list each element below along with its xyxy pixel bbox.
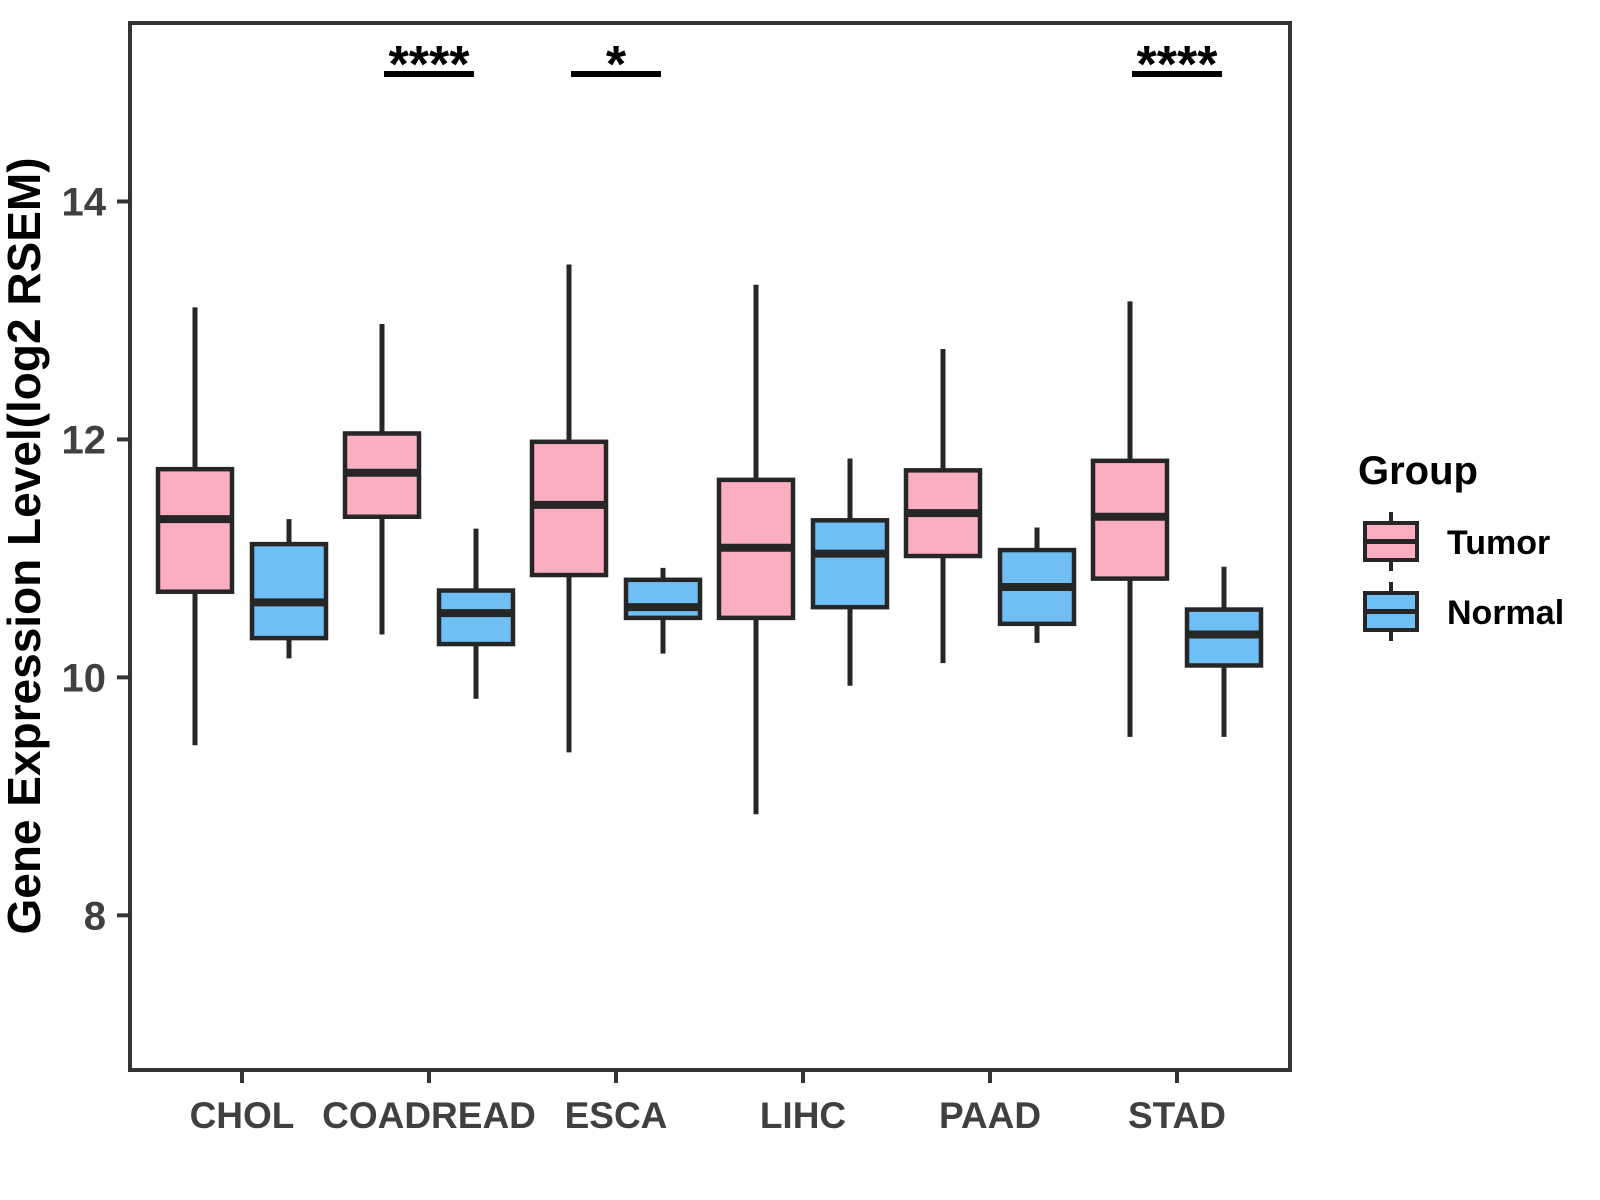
y-tick-label: 14 <box>62 180 107 224</box>
boxplot-lihc-normal <box>810 458 890 686</box>
boxplot-esca-normal <box>623 567 703 654</box>
significance-esca: * <box>571 36 661 94</box>
significance-stars: **** <box>389 36 471 94</box>
iqr-box <box>436 588 516 647</box>
legend-key-tumor: Tumor <box>1363 512 1550 571</box>
x-tick-label: LIHC <box>760 1095 846 1136</box>
plot-panel-border <box>128 21 1292 1072</box>
x-axis-ticks: CHOL COADREAD ESCA LIHC PAAD STAD <box>190 1070 1226 1136</box>
iqr-box <box>623 577 703 621</box>
y-axis-ticks: 8 10 12 14 <box>62 180 130 938</box>
significance-stars: **** <box>1137 36 1219 94</box>
significance-stars: * <box>606 36 627 94</box>
y-axis-title: Gene Expression Level(log2 RSEM) <box>0 157 50 934</box>
boxplot-esca-tumor <box>529 264 609 753</box>
boxplot-paad-normal <box>997 527 1077 643</box>
iqr-box <box>155 466 235 594</box>
boxplot-chol-normal <box>249 519 329 659</box>
iqr-box <box>810 518 890 610</box>
legend-title: Group <box>1358 449 1478 493</box>
significance-stad: **** <box>1132 36 1222 94</box>
legend-key-normal: Normal <box>1363 582 1564 641</box>
boxplot-coadread-normal <box>436 528 516 699</box>
significance-coadread: **** <box>384 36 474 94</box>
boxplot-paad-tumor <box>903 348 983 664</box>
legend-label-normal: Normal <box>1447 594 1564 632</box>
legend-label-tumor: Tumor <box>1447 524 1550 562</box>
legend: Group Tumor Normal <box>1358 449 1564 641</box>
x-tick-label: COADREAD <box>322 1095 536 1136</box>
boxplot-stad-tumor <box>1090 301 1170 737</box>
y-tick-label: 12 <box>62 418 107 462</box>
boxplot-boxes <box>155 264 1264 815</box>
boxplot-coadread-tumor <box>342 324 422 635</box>
boxplot-lihc-tumor <box>716 284 796 815</box>
significance-annotations: **** * **** <box>384 36 1222 94</box>
x-tick-label: ESCA <box>565 1095 668 1136</box>
x-tick-label: PAAD <box>939 1095 1041 1136</box>
x-tick-label: CHOL <box>190 1095 295 1136</box>
iqr-box <box>249 541 329 641</box>
y-tick-label: 10 <box>62 656 107 700</box>
y-tick-label: 8 <box>84 894 106 938</box>
boxplot-chol-tumor <box>155 307 235 746</box>
boxplot-stad-normal <box>1184 566 1264 737</box>
x-tick-label: STAD <box>1128 1095 1226 1136</box>
